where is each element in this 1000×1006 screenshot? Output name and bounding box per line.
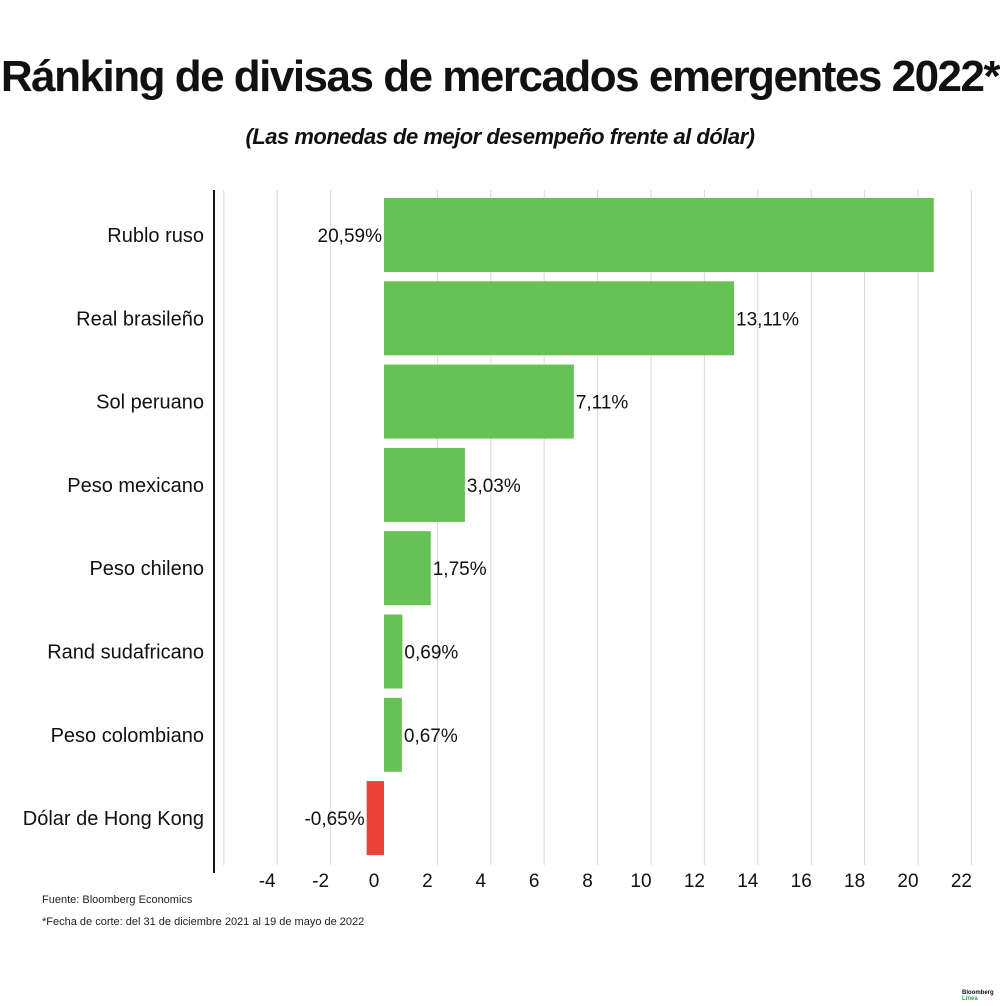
x-tick-label: 0: [369, 871, 380, 892]
bar-8: [366, 781, 384, 856]
bar-2: [384, 281, 735, 356]
category-label: Sol peruano: [96, 392, 204, 414]
category-label: Rand sudafricano: [47, 642, 204, 664]
value-label: 20,59%: [318, 226, 383, 247]
x-tick-label: 4: [476, 871, 487, 892]
category-label: Peso colombiano: [51, 725, 204, 747]
value-label: 7,11%: [576, 393, 629, 414]
logo-line-2: Línea: [962, 996, 978, 1002]
x-tick-label: 18: [844, 871, 865, 892]
x-tick-label: 2: [422, 871, 433, 892]
x-tick-label: 20: [897, 871, 918, 892]
value-label: 1,75%: [433, 559, 487, 580]
bars: [366, 198, 934, 856]
x-tick-label: 12: [684, 871, 705, 892]
x-tick-label: 14: [737, 871, 759, 892]
category-label: Real brasileño: [76, 308, 204, 330]
value-label: 0,67%: [404, 726, 458, 747]
x-tick-label: 6: [529, 871, 540, 892]
x-tick-label: -2: [312, 871, 329, 892]
bar-7: [384, 697, 402, 772]
value-label: 3,03%: [467, 476, 521, 497]
footnote: *Fecha de corte: del 31 de diciembre 202…: [42, 916, 365, 928]
bar-3: [384, 364, 574, 439]
bar-4: [384, 447, 465, 522]
bar-6: [384, 614, 403, 689]
category-label: Peso chileno: [89, 558, 204, 580]
category-label: Rublo ruso: [107, 225, 204, 247]
chart-subtitle: (Las monedas de mejor desempeño frente a…: [245, 124, 755, 149]
source-note: Fuente: Bloomberg Economics: [42, 894, 193, 906]
brand-logo: Bloomberg Línea: [962, 990, 994, 1002]
labels: Rublo ruso Real brasileño Sol peruano Peso …: [23, 225, 972, 892]
x-tick-label: 22: [951, 871, 972, 892]
bar-5: [384, 531, 431, 606]
value-label: 13,11%: [736, 309, 799, 330]
value-label: -0,65%: [304, 809, 364, 830]
logo-line-1: Bloomberg: [962, 990, 994, 996]
bar-1: [384, 198, 934, 272]
category-label: Dólar de Hong Kong: [23, 808, 204, 830]
x-tick-label: -4: [259, 871, 276, 892]
value-label: 0,69%: [404, 643, 458, 664]
x-tick-label: 16: [791, 871, 812, 892]
x-tick-label: 8: [582, 871, 593, 892]
chart-title: Ránking de divisas de mercados emergente…: [0, 52, 1000, 101]
category-label: Peso mexicano: [67, 475, 204, 497]
x-tick-label: 10: [630, 871, 651, 892]
